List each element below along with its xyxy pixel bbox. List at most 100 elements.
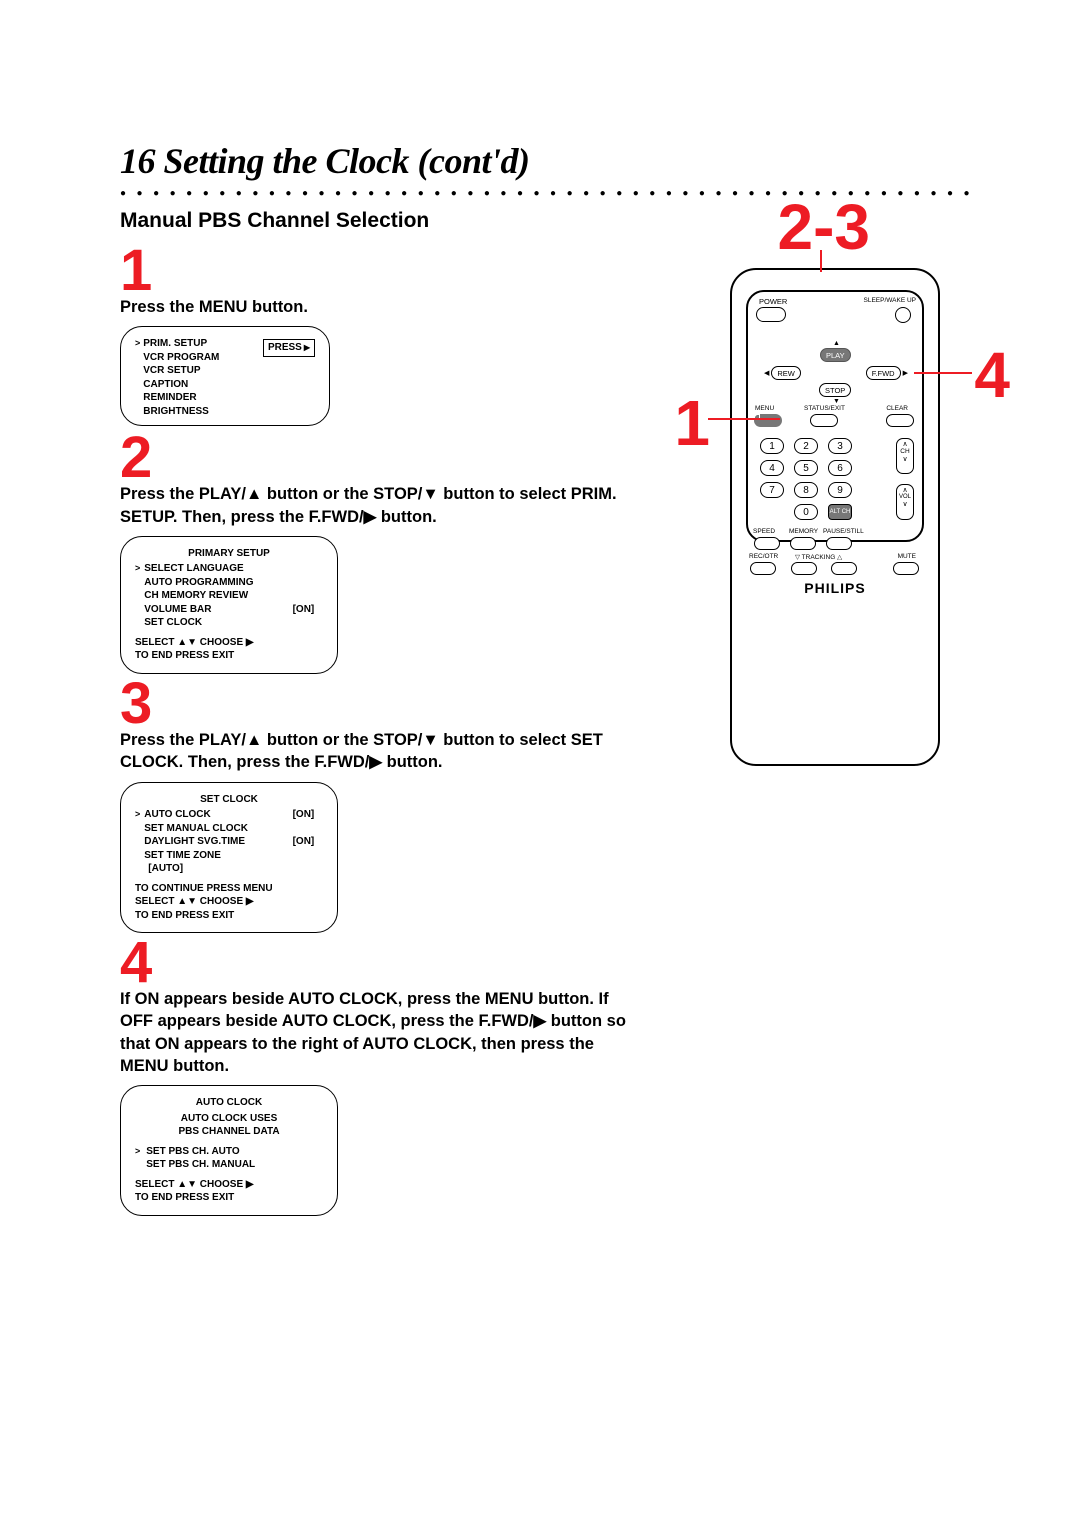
- num-3[interactable]: 3: [828, 438, 852, 454]
- power-label: POWER: [759, 297, 787, 306]
- menu-value: [ON]: [293, 808, 315, 822]
- cursor: >: [135, 337, 140, 418]
- tracking-label: ▽ TRACKING △: [795, 553, 842, 561]
- sleepwake-label: SLEEP/WAKE UP: [864, 297, 917, 304]
- menu-value: [ON]: [293, 835, 315, 849]
- screen-4: AUTO CLOCK AUTO CLOCK USES PBS CHANNEL D…: [120, 1085, 338, 1216]
- cursor: >: [135, 562, 140, 630]
- num-7[interactable]: 7: [760, 482, 784, 498]
- pausestill-button[interactable]: [826, 537, 852, 550]
- memory-label: MEMORY: [789, 528, 818, 535]
- menu-item: VCR SETUP: [143, 364, 219, 378]
- altch-button[interactable]: ALT CH: [828, 504, 852, 520]
- menu-item: SET MANUAL CLOCK: [144, 822, 323, 836]
- step-4-text: If ON appears beside AUTO CLOCK, press t…: [120, 988, 640, 1077]
- menu-item: DAYLIGHT SVG.TIME: [144, 835, 245, 849]
- menu-item: REMINDER: [143, 391, 219, 405]
- up-icon: ▲: [833, 340, 840, 347]
- num-2[interactable]: 2: [794, 438, 818, 454]
- vol-rocker[interactable]: ∧ VOL ∨: [896, 484, 914, 520]
- menu-item: BRIGHTNESS: [143, 405, 219, 419]
- screen-3: SET CLOCK > AUTO CLOCK [ON] SET MANUAL C…: [120, 782, 338, 934]
- menu-value: [ON]: [293, 603, 315, 617]
- rew-button[interactable]: ◀REW: [764, 366, 801, 380]
- screen-title: AUTO CLOCK: [135, 1096, 323, 1110]
- play-button[interactable]: PLAY: [820, 348, 851, 362]
- num-8[interactable]: 8: [794, 482, 818, 498]
- num-4[interactable]: 4: [760, 460, 784, 476]
- num-1[interactable]: 1: [760, 438, 784, 454]
- brand-logo: PHILIPS: [732, 580, 938, 596]
- speed-button[interactable]: [754, 537, 780, 550]
- end-line: TO END PRESS EXIT: [135, 1191, 323, 1205]
- menu-value: [AUTO]: [144, 862, 323, 876]
- step-3-num: 3: [120, 676, 640, 731]
- num-0[interactable]: 0: [794, 504, 818, 520]
- menu-label: MENU: [755, 405, 774, 412]
- menu-item: VOLUME BAR: [144, 603, 211, 617]
- step-1-num: 1: [120, 243, 640, 298]
- select-line: SELECT ▲▼ CHOOSE ▶: [135, 636, 323, 650]
- callout-2-3: 2-3: [778, 190, 871, 264]
- page-title: 16 Setting the Clock (cont'd): [120, 140, 970, 182]
- mute-label: MUTE: [898, 553, 916, 560]
- press-label: PRESS: [268, 341, 302, 355]
- up-icon: ∧: [897, 486, 913, 494]
- menu-item: VCR PROGRAM: [143, 351, 219, 365]
- menu-item: SET PBS CH. AUTO: [146, 1145, 255, 1159]
- menu-item: CAPTION: [143, 378, 219, 392]
- rec-button[interactable]: [750, 562, 776, 575]
- num-5[interactable]: 5: [794, 460, 818, 476]
- cursor: >: [135, 808, 140, 876]
- mute-button[interactable]: [893, 562, 919, 575]
- press-button: PRESS: [263, 339, 315, 357]
- num-6[interactable]: 6: [828, 460, 852, 476]
- rec-label: REC/OTR: [749, 553, 778, 560]
- step-2-num: 2: [120, 430, 640, 485]
- down-icon: ▼: [833, 398, 840, 405]
- step-2-text: Press the PLAY/▲ button or the STOP/▼ bu…: [120, 483, 640, 528]
- clear-label: CLEAR: [886, 405, 908, 412]
- sleepwake-button[interactable]: [895, 307, 911, 323]
- power-button[interactable]: [756, 307, 786, 322]
- down-icon: ∨: [897, 455, 913, 463]
- remote-control: POWER SLEEP/WAKE UP PLAY ◀REW F.FWD▶ STO…: [730, 268, 940, 766]
- menu-item: SET CLOCK: [144, 616, 323, 630]
- cont-line: TO CONTINUE PRESS MENU: [135, 882, 323, 896]
- callout-line: [820, 250, 822, 272]
- callout-4: 4: [974, 338, 1010, 412]
- ch-label: CH: [897, 448, 913, 455]
- callout-1: 1: [674, 386, 710, 460]
- tracking-up-button[interactable]: [831, 562, 857, 575]
- menu-item: CH MEMORY REVIEW: [144, 589, 323, 603]
- memory-button[interactable]: [790, 537, 816, 550]
- screen-2: PRIMARY SETUP > SELECT LANGUAGE AUTO PRO…: [120, 536, 338, 674]
- ch-rocker[interactable]: ∧ CH ∨: [896, 438, 914, 474]
- step-1-text: Press the MENU button.: [120, 296, 640, 318]
- callout-line: [914, 372, 972, 374]
- statusexit-button[interactable]: [810, 414, 838, 427]
- select-line: SELECT ▲▼ CHOOSE ▶: [135, 895, 323, 909]
- select-line: SELECT ▲▼ CHOOSE ▶: [135, 1178, 323, 1192]
- tracking-down-button[interactable]: [791, 562, 817, 575]
- step-4-num: 4: [120, 935, 640, 990]
- cursor: >: [135, 1145, 140, 1172]
- clear-button[interactable]: [886, 414, 914, 427]
- screen-title: SET CLOCK: [135, 793, 323, 807]
- end-line: TO END PRESS EXIT: [135, 909, 323, 923]
- num-9[interactable]: 9: [828, 482, 852, 498]
- menu-item: AUTO PROGRAMMING: [144, 576, 323, 590]
- end-line: TO END PRESS EXIT: [135, 649, 323, 663]
- callout-line: [708, 418, 780, 420]
- screen-title: PRIMARY SETUP: [135, 547, 323, 561]
- screen-1: > PRIM. SETUP VCR PROGRAM VCR SETUP CAPT…: [120, 326, 330, 426]
- statusexit-label: STATUS/EXIT: [804, 405, 845, 412]
- stop-button[interactable]: STOP: [819, 383, 851, 397]
- ffwd-button[interactable]: F.FWD▶: [866, 366, 908, 380]
- menu-item: PRIM. SETUP: [143, 337, 219, 351]
- menu-item: SET PBS CH. MANUAL: [146, 1158, 255, 1172]
- chevron-right-icon: [304, 341, 310, 355]
- speed-label: SPEED: [753, 528, 775, 535]
- menu-item: AUTO CLOCK: [144, 808, 210, 822]
- down-icon: ∨: [897, 500, 913, 508]
